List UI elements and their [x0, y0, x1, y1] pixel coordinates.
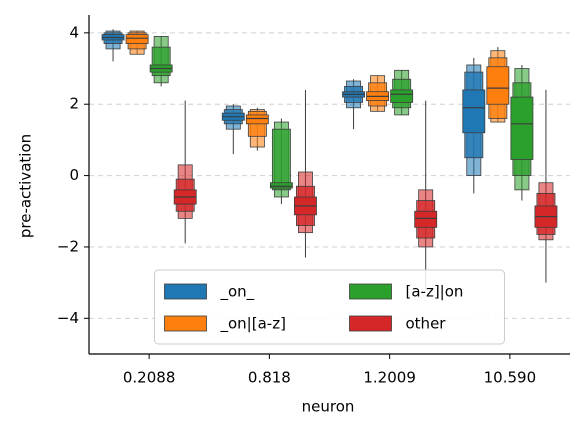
legend-swatch	[349, 315, 392, 332]
legend-swatch	[349, 283, 392, 300]
y-tick-label: −2	[57, 237, 79, 255]
x-tick-label: 0.2088	[123, 369, 176, 387]
plot-area: −4 −2 0 2 4 0.2088 0.818 1.2009 10.590 _on_ _on|[a…	[57, 15, 570, 387]
y-axis-label: pre-activation	[17, 134, 35, 238]
y-tick-label: 2	[69, 95, 79, 113]
letter-value-box	[390, 89, 414, 103]
legend-label: _on_	[220, 283, 255, 302]
letter-value-box	[125, 34, 149, 44]
letter-value-box	[269, 182, 293, 189]
letter-value-box	[510, 96, 534, 160]
letter-value-box	[271, 128, 291, 191]
legend-label: [a-z]|on	[406, 283, 464, 301]
legend-swatch	[164, 283, 207, 300]
x-tick-label: 1.2009	[363, 369, 416, 387]
x-axis-label: neuron	[302, 398, 355, 416]
y-tick-label: −4	[57, 309, 79, 327]
legend-frame	[154, 269, 505, 345]
letter-value-box	[462, 89, 486, 134]
letter-value-box	[486, 66, 510, 105]
x-tick-label: 0.818	[248, 369, 291, 387]
letter-value-box	[245, 114, 269, 125]
legend-swatch	[164, 315, 207, 332]
legend-label: other	[406, 315, 447, 333]
x-tick-label: 10.590	[484, 369, 537, 387]
y-tick-label: 0	[69, 166, 79, 184]
legend: _on_ _on|[a-z] [a-z]|on other	[154, 269, 505, 345]
y-tick-label: 4	[69, 23, 79, 41]
legend-label: _on|[a-z]	[220, 315, 286, 334]
letter-value-box	[414, 210, 438, 228]
